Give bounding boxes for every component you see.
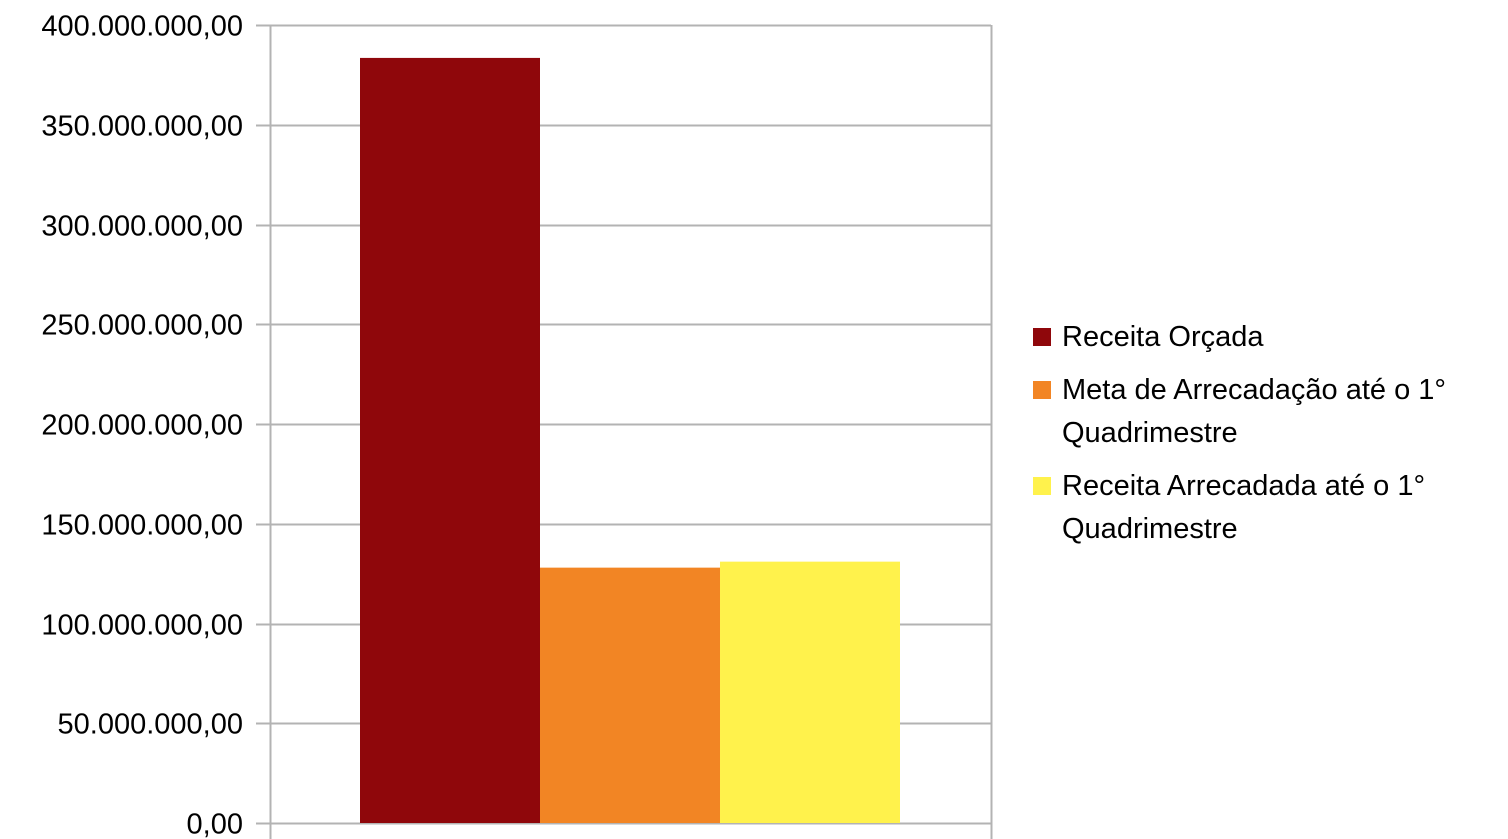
y-tick-label: 100.000.000,00 (41, 610, 243, 642)
legend-label: Meta de Arrecadação até o 1° Quadrimestr… (1062, 374, 1447, 449)
y-tick-label: 0,00 (187, 809, 243, 839)
chart-legend: Receita Orçada Meta de Arrecadação até o … (1033, 316, 1503, 561)
y-tick-label: 150.000.000,00 (41, 510, 243, 542)
bar-1 (360, 57, 540, 824)
legend-swatch (1033, 381, 1051, 399)
legend-swatch (1033, 477, 1051, 495)
y-tick-label: 250.000.000,00 (41, 310, 243, 342)
legend-item: Receita Arrecadada até o 1° Quadrimestre (1033, 465, 1503, 551)
y-tick-label: 50.000.000,00 (58, 709, 243, 741)
legend-swatch (1033, 328, 1051, 346)
y-tick-label: 350.000.000,00 (41, 111, 243, 143)
bar-2 (540, 567, 720, 823)
legend-label: Receita Arrecadada até o 1° Quadrimestre (1062, 470, 1426, 545)
y-tick-label: 200.000.000,00 (41, 410, 243, 442)
legend-label: Receita Orçada (1062, 321, 1264, 353)
legend-item: Receita Orçada (1033, 316, 1503, 359)
y-tick-label: 300.000.000,00 (41, 211, 243, 243)
bar-3 (720, 561, 900, 823)
legend-item: Meta de Arrecadação até o 1° Quadrimestr… (1033, 369, 1503, 455)
y-tick-label: 400.000.000,00 (41, 11, 243, 43)
